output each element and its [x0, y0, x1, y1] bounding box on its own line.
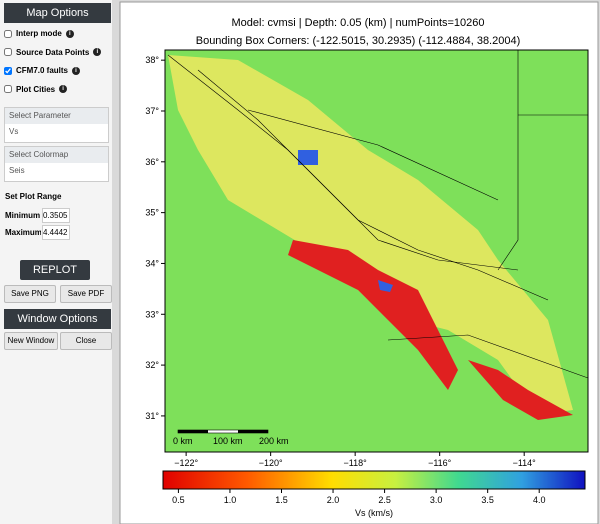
- x-tick-label: −122°: [174, 458, 198, 468]
- max-input[interactable]: 4.4442: [42, 225, 70, 240]
- y-tick-label: 38°: [145, 55, 159, 65]
- colorbar-label: Vs (km/s): [355, 508, 393, 518]
- max-label: Maximum: [5, 228, 41, 237]
- checkbox[interactable]: [4, 29, 12, 38]
- section-header: Map Options: [4, 3, 111, 23]
- scale-label: 200 km: [259, 436, 289, 446]
- x-tick-label: −118°: [344, 458, 368, 468]
- close-button[interactable]: Close: [60, 332, 112, 350]
- select-value: Seis: [9, 166, 25, 175]
- x-tick-label: −116°: [428, 458, 452, 468]
- y-tick-label: 33°: [145, 309, 159, 319]
- plot-title: Model: cvmsi | Depth: 0.05 (km) | numPoi…: [231, 17, 484, 29]
- checkbox[interactable]: [4, 48, 12, 56]
- select-value: Vs: [9, 127, 19, 136]
- min-label: Minimum: [5, 211, 41, 220]
- y-tick-label: 35°: [145, 208, 159, 218]
- colormap-select[interactable]: Select Colormap Seis: [4, 146, 109, 182]
- colorbar: [162, 470, 586, 490]
- checkbox[interactable]: [4, 66, 12, 75]
- checkbox-row[interactable]: Source Data Points i: [4, 47, 102, 57]
- faults: [167, 50, 589, 379]
- colorbar-tick-label: 4.0: [533, 495, 546, 505]
- colorbar-tick-label: 3.0: [430, 495, 443, 505]
- checkbox-row[interactable]: CFM7.0 faults i: [4, 66, 81, 75]
- range-label: Set Plot Range: [5, 192, 62, 201]
- colorbar-tick-label: 1.0: [224, 495, 237, 505]
- info-icon[interactable]: i: [59, 85, 68, 93]
- y-tick-label: 31°: [145, 411, 159, 421]
- scale-bar: [177, 429, 269, 434]
- y-tick-label: 37°: [145, 106, 159, 116]
- plot-panel: Model: cvmsi | Depth: 0.05 (km) | numPoi…: [119, 1, 599, 524]
- checkbox-row[interactable]: Interp mode i: [4, 29, 74, 38]
- colorbar-tick-label: 2.0: [327, 495, 340, 505]
- save-png-button[interactable]: Save PNG: [4, 285, 56, 303]
- y-tick-label: 34°: [145, 258, 159, 268]
- select-label: Select Parameter: [5, 108, 108, 124]
- min-input[interactable]: 0.3505: [42, 208, 70, 223]
- scale-label: 100 km: [213, 436, 243, 446]
- scale-label: 0 km: [173, 436, 193, 446]
- checkbox-row[interactable]: Plot Cities i: [4, 84, 68, 94]
- checkbox-label: CFM7.0 faults: [16, 66, 69, 75]
- info-icon[interactable]: i: [93, 48, 102, 56]
- velocity-field: [168, 55, 573, 420]
- colorbar-tick-label: 2.5: [378, 495, 391, 505]
- section-header: Window Options: [4, 309, 111, 329]
- colorbar-tick-label: 0.5: [172, 495, 185, 505]
- info-icon[interactable]: i: [72, 66, 81, 75]
- save-pdf-button[interactable]: Save PDF: [60, 285, 112, 303]
- x-tick-label: −114°: [513, 458, 537, 468]
- colorbar-tick-label: 1.5: [275, 495, 288, 505]
- x-tick-label: −120°: [259, 458, 283, 468]
- new-window-button[interactable]: New Window: [4, 332, 58, 350]
- y-tick-label: 36°: [145, 157, 159, 167]
- info-icon[interactable]: i: [65, 29, 74, 38]
- plot-subtitle: Bounding Box Corners: (-122.5015, 30.293…: [196, 35, 521, 47]
- sidebar: Map Options Interp mode i Source Data Poin…: [0, 0, 112, 524]
- checkbox-label: Source Data Points: [16, 47, 90, 57]
- replot-button[interactable]: REPLOT: [20, 260, 90, 280]
- checkbox[interactable]: [4, 85, 12, 93]
- colorbar-tick-label: 3.5: [481, 495, 494, 505]
- parameter-select[interactable]: Select Parameter Vs: [4, 107, 109, 143]
- y-tick-label: 32°: [145, 360, 159, 370]
- checkbox-label: Interp mode: [16, 29, 62, 38]
- checkbox-label: Plot Cities: [16, 84, 56, 94]
- select-label: Select Colormap: [5, 147, 108, 163]
